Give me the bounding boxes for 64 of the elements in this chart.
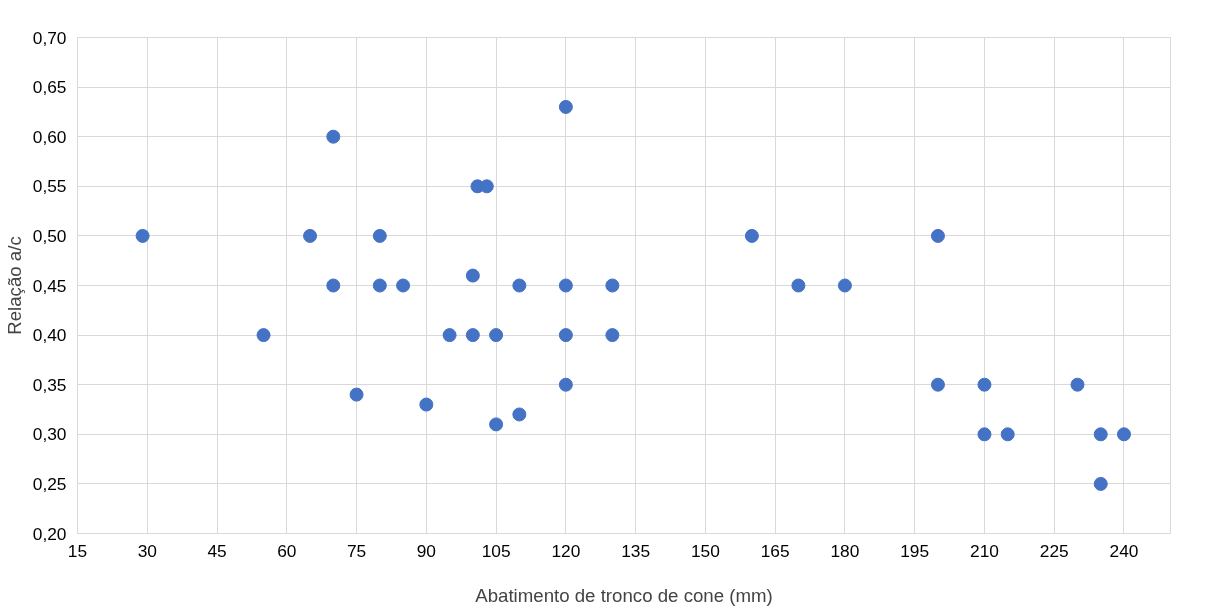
- x-tick-label: 75: [346, 540, 367, 561]
- x-tick-label: 30: [137, 540, 157, 561]
- point: [1093, 427, 1108, 442]
- point: [465, 328, 480, 343]
- x-tick-label: 120: [551, 540, 581, 561]
- x-tick-label: 180: [830, 540, 860, 561]
- x-tick-label: 240: [1109, 540, 1139, 561]
- x-tick-label: 150: [690, 540, 720, 561]
- point: [791, 278, 806, 293]
- point: [558, 377, 573, 392]
- point: [977, 427, 992, 442]
- point: [930, 377, 945, 392]
- point: [419, 397, 434, 412]
- point: [1116, 427, 1131, 442]
- point: [303, 228, 318, 243]
- y-tick-label: 0,65: [32, 77, 67, 98]
- point: [977, 377, 992, 392]
- point: [558, 278, 573, 293]
- x-tick-label: 45: [207, 540, 227, 561]
- point: [512, 407, 527, 422]
- y-axis-title: Relação a/c: [3, 236, 25, 335]
- point: [512, 278, 527, 293]
- point: [396, 278, 411, 293]
- point: [256, 328, 271, 343]
- point: [1093, 476, 1108, 491]
- point: [1000, 427, 1015, 442]
- point: [465, 268, 480, 283]
- point: [605, 278, 620, 293]
- x-tick-label: 165: [760, 540, 790, 561]
- x-tick-label: 105: [481, 540, 511, 561]
- x-tick-label: 195: [900, 540, 930, 561]
- y-tick-label: 0,60: [32, 126, 67, 147]
- y-tick-label: 0,70: [32, 27, 67, 48]
- x-tick-label: 225: [1039, 540, 1069, 561]
- point: [605, 328, 620, 343]
- point: [744, 228, 759, 243]
- x-tick-label: 60: [277, 540, 297, 561]
- point: [135, 228, 150, 243]
- y-tick-label: 0,45: [32, 275, 67, 296]
- point: [349, 387, 364, 402]
- y-tick-label: 0,40: [32, 325, 67, 346]
- y-tick-label: 0,35: [32, 374, 67, 395]
- point: [930, 228, 945, 243]
- point: [372, 278, 387, 293]
- y-tick-label: 0,30: [32, 424, 67, 445]
- y-tick-label: 0,55: [32, 176, 67, 197]
- x-tick-label: 15: [67, 540, 88, 561]
- point: [442, 328, 457, 343]
- x-tick-label: 135: [621, 540, 651, 561]
- y-tick-label: 0,50: [32, 225, 67, 246]
- point: [372, 228, 387, 243]
- y-tick-label: 0,25: [32, 473, 67, 494]
- x-tick-label: 210: [970, 540, 999, 561]
- point: [1070, 377, 1085, 392]
- x-axis-title: Abatimento de tronco de cone (mm): [475, 584, 773, 606]
- point: [558, 99, 573, 114]
- point: [837, 278, 852, 293]
- x-tick-label: 90: [416, 540, 436, 561]
- point: [489, 328, 504, 343]
- point: [558, 328, 573, 343]
- point: [326, 129, 341, 144]
- point: [326, 278, 341, 293]
- y-tick-label: 0,20: [32, 523, 67, 544]
- point: [489, 417, 504, 432]
